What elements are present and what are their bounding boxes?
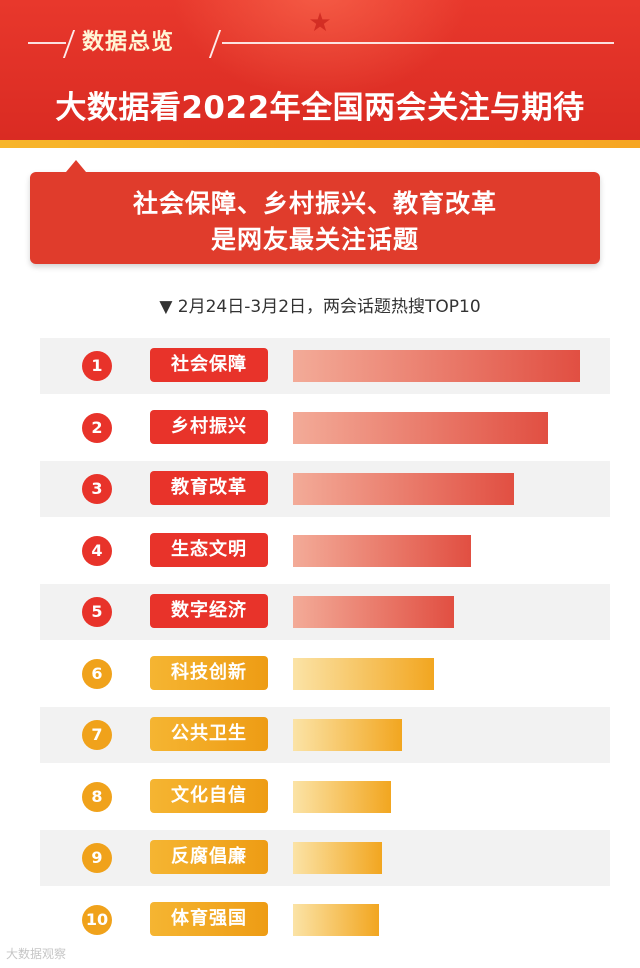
category-label: 生态文明 [150,533,268,567]
rank-badge: 3 [82,474,112,504]
ranking-row: 10 体育强国 [40,892,610,948]
ranking-row: 1 社会保障 [40,338,610,394]
rank-badge: 6 [82,659,112,689]
rank-badge: 1 [82,351,112,381]
tag-left-line [28,42,66,44]
value-bar [293,596,454,628]
chart-caption: ▼ 2月24日-3月2日，两会话题热搜TOP10 [159,297,481,317]
subtitle-pointer [66,160,86,172]
watermark: 大数据观察 [6,947,67,961]
tag-right-line [222,42,614,44]
rank-badge: 4 [82,536,112,566]
ranking-row: 4 生态文明 [40,523,610,579]
category-label: 文化自信 [150,779,268,813]
ranking-row: 8 文化自信 [40,769,610,825]
subtitle-box: 社会保障、乡村振兴、教育改革 是网友最关注话题 [30,160,600,264]
subtitle-line-1: 社会保障、乡村振兴、教育改革 [132,189,497,218]
category-label: 数字经济 [150,594,268,628]
value-bar [293,350,580,382]
ranking-row: 5 数字经济 [40,584,610,640]
value-bar [293,842,382,874]
value-bar [293,473,514,505]
ranking-row: 9 反腐倡廉 [40,830,610,886]
value-bar [293,719,402,751]
rank-badge: 7 [82,720,112,750]
star-icon: ★ [308,8,332,38]
header-gold-stripe [0,140,640,148]
header-banner: ★ 数据总览 大数据看2022年全国两会关注与期待 [0,0,640,148]
subtitle-line-2: 是网友最关注话题 [210,225,419,254]
ranking-row: 2 乡村振兴 [40,400,610,456]
category-label: 社会保障 [150,348,268,382]
category-label: 乡村振兴 [150,410,268,444]
rank-badge: 2 [82,413,112,443]
value-bar [293,412,548,444]
ranking-row: 7 公共卫生 [40,707,610,763]
ranking-row: 6 科技创新 [40,646,610,702]
section-tag: 数据总览 [0,28,640,58]
page-title: 大数据看2022年全国两会关注与期待 [55,90,585,126]
category-label: 反腐倡廉 [150,840,268,874]
section-tag-label: 数据总览 [82,30,175,55]
rank-badge: 10 [82,905,112,935]
rank-badge: 9 [82,843,112,873]
value-bar [293,658,434,690]
category-label: 教育改革 [150,471,268,505]
category-label: 科技创新 [150,656,268,690]
rank-badge: 5 [82,597,112,627]
value-bar [293,535,471,567]
value-bar [293,781,391,813]
category-label: 体育强国 [150,902,268,936]
value-bar [293,904,379,936]
ranking-row: 3 教育改革 [40,461,610,517]
category-label: 公共卫生 [150,717,268,751]
rank-badge: 8 [82,782,112,812]
